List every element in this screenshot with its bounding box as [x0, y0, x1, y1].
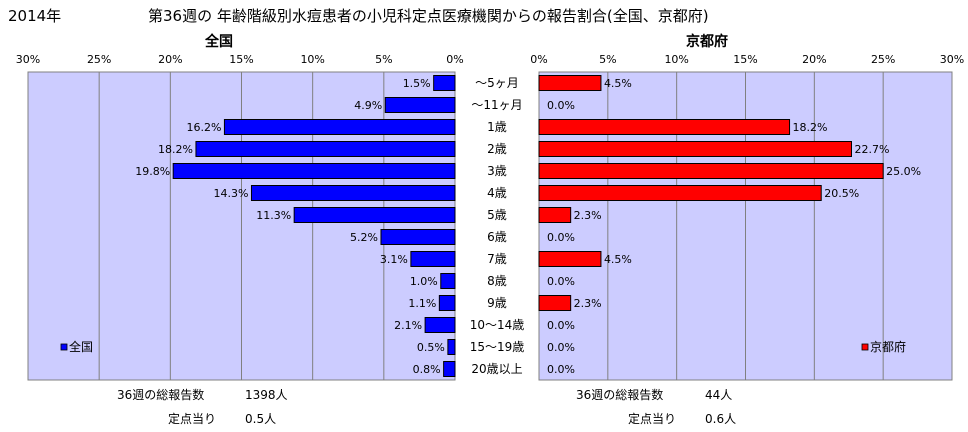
category-label: ～11ヶ月	[471, 98, 522, 112]
national-bar	[440, 273, 456, 289]
national-bar	[447, 339, 456, 355]
national-tick-label: 25%	[87, 53, 111, 66]
category-label: 6歳	[487, 230, 507, 244]
year-label: 2014年	[8, 7, 62, 25]
national-per-label: 定点当り	[168, 412, 217, 426]
category-label: 10～14歳	[470, 318, 525, 332]
kyoto-data-label: 0.0%	[547, 363, 575, 376]
national-data-label: 11.3%	[256, 209, 291, 222]
national-bar	[410, 251, 456, 267]
national-per-value: 0.5人	[245, 412, 277, 426]
kyoto-data-label: 0.0%	[547, 341, 575, 354]
national-bar	[195, 141, 456, 157]
kyoto-panel-title: 京都府	[686, 34, 728, 50]
kyoto-tick-label: 25%	[871, 53, 895, 66]
national-bar	[384, 97, 456, 113]
category-label: 15～19歳	[470, 340, 525, 354]
kyoto-bar	[538, 141, 853, 157]
national-tick-label: 0%	[446, 53, 463, 66]
category-label: 3歳	[487, 164, 507, 178]
kyoto-data-label: 18.2%	[793, 121, 828, 134]
national-bar	[424, 317, 456, 333]
kyoto-tick-label: 0%	[530, 53, 547, 66]
kyoto-bar	[538, 75, 602, 91]
national-data-label: 1.0%	[410, 275, 438, 288]
category-label: 20歳以上	[471, 362, 522, 376]
kyoto-bar	[538, 207, 572, 223]
kyoto-legend-swatch	[861, 343, 869, 351]
kyoto-bar	[538, 295, 572, 311]
national-bar	[443, 361, 456, 377]
kyoto-tick-label: 10%	[664, 53, 688, 66]
kyoto-data-label: 22.7%	[855, 143, 890, 156]
kyoto-tick-label: 5%	[599, 53, 616, 66]
national-tick-label: 15%	[229, 53, 253, 66]
kyoto-data-label: 4.5%	[604, 253, 632, 266]
national-data-label: 0.8%	[413, 363, 441, 376]
national-data-label: 1.5%	[403, 77, 431, 90]
kyoto-data-label: 20.5%	[824, 187, 859, 200]
kyoto-legend-label: 京都府	[870, 339, 906, 354]
national-tick-label: 20%	[158, 53, 182, 66]
national-bar	[293, 207, 456, 223]
category-label: ～5ヶ月	[475, 76, 519, 90]
kyoto-tick-label: 15%	[733, 53, 757, 66]
national-data-label: 16.2%	[186, 121, 221, 134]
national-data-label: 5.2%	[350, 231, 378, 244]
kyoto-total-value: 44人	[705, 388, 733, 402]
kyoto-bar	[538, 251, 602, 267]
national-bar	[223, 119, 456, 135]
national-data-label: 19.8%	[135, 165, 170, 178]
kyoto-data-label: 25.0%	[886, 165, 921, 178]
national-data-label: 18.2%	[158, 143, 193, 156]
kyoto-data-label: 4.5%	[604, 77, 632, 90]
kyoto-data-label: 0.0%	[547, 99, 575, 112]
national-data-label: 2.1%	[394, 319, 422, 332]
kyoto-bar	[538, 119, 791, 135]
national-data-label: 14.3%	[214, 187, 249, 200]
category-label: 7歳	[487, 252, 507, 266]
category-label: 4歳	[487, 186, 507, 200]
kyoto-data-label: 2.3%	[574, 209, 602, 222]
national-data-label: 0.5%	[417, 341, 445, 354]
kyoto-tick-label: 30%	[940, 53, 964, 66]
national-bar	[433, 75, 456, 91]
national-tick-label: 10%	[300, 53, 324, 66]
kyoto-bar	[538, 185, 822, 201]
kyoto-data-label: 0.0%	[547, 319, 575, 332]
category-label: 8歳	[487, 274, 507, 288]
kyoto-data-label: 2.3%	[574, 297, 602, 310]
national-panel-title: 全国	[205, 34, 233, 50]
national-legend-label: 全国	[69, 339, 93, 354]
kyoto-data-label: 0.0%	[547, 231, 575, 244]
kyoto-tick-label: 20%	[802, 53, 826, 66]
category-label: 1歳	[487, 120, 507, 134]
national-legend-swatch	[60, 343, 68, 351]
national-bar	[172, 163, 456, 179]
national-data-label: 4.9%	[354, 99, 382, 112]
national-tick-label: 30%	[16, 53, 40, 66]
national-data-label: 3.1%	[380, 253, 408, 266]
national-bar	[380, 229, 456, 245]
kyoto-bar	[538, 163, 884, 179]
kyoto-per-value: 0.6人	[705, 412, 737, 426]
national-tick-label: 5%	[375, 53, 392, 66]
kyoto-data-label: 0.0%	[547, 275, 575, 288]
national-total-value: 1398人	[245, 388, 288, 402]
chart-title: 第36週の 年齢階級別水痘患者の小児科定点医療機関からの報告割合(全国、京都府)	[148, 7, 709, 25]
category-label: 9歳	[487, 296, 507, 310]
national-total-label: 36週の総報告数	[117, 388, 205, 402]
national-data-label: 1.1%	[408, 297, 436, 310]
category-label: 5歳	[487, 208, 507, 222]
kyoto-total-label: 36週の総報告数	[576, 388, 664, 402]
kyoto-per-label: 定点当り	[628, 412, 677, 426]
national-bar	[438, 295, 456, 311]
national-bar	[250, 185, 456, 201]
category-label: 2歳	[487, 142, 507, 156]
